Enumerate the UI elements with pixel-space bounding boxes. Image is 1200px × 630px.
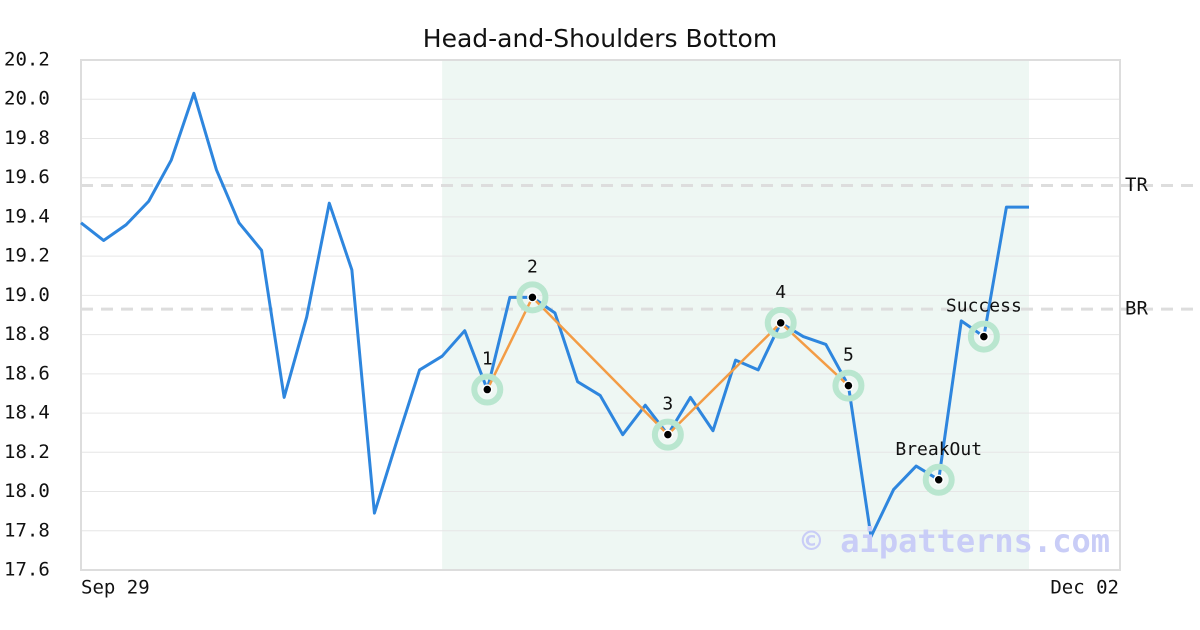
y-tick-label: 19.2 (4, 245, 50, 267)
y-tick-label: 19.6 (4, 166, 50, 188)
point-dot (933, 474, 944, 486)
y-tick-label: 19.8 (4, 127, 50, 149)
point-halo (967, 320, 1000, 353)
point-halo (651, 418, 684, 451)
point-halo (764, 306, 797, 339)
level-label: TR (1125, 174, 1148, 196)
plot-frame (80, 59, 1121, 571)
point-label: 3 (662, 394, 673, 415)
point-dot (843, 380, 854, 391)
point-dot (662, 429, 674, 440)
y-tick-label: 17.6 (4, 559, 50, 581)
y-tick-label: 18.2 (4, 441, 50, 463)
y-tick-label: 19.4 (4, 205, 50, 227)
point-dot (527, 292, 538, 303)
y-tick-label: 19.0 (4, 284, 50, 306)
y-tick-label: 18.8 (4, 323, 50, 345)
y-tick-label: 17.8 (4, 519, 50, 541)
point-label: BreakOut (895, 439, 982, 460)
y-tick-label: 20.2 (4, 49, 50, 71)
point-dot (978, 331, 990, 342)
point-halo (832, 369, 865, 402)
y-tick-label: 18.0 (4, 480, 50, 502)
y-tick-label: 18.6 (4, 362, 50, 384)
point-label: 5 (843, 345, 854, 366)
x-tick-label: Dec 02 (1050, 577, 1119, 599)
y-tick-label: 20.0 (4, 88, 50, 110)
point-halo (922, 463, 955, 496)
point-label: 2 (527, 256, 538, 277)
point-halo (471, 373, 504, 406)
x-tick-label: Sep 29 (81, 577, 150, 599)
point-dot (775, 317, 786, 329)
y-tick-label: 18.4 (4, 402, 50, 424)
pattern-zone (442, 60, 1030, 570)
point-label: Success (946, 296, 1022, 317)
point-label: 1 (482, 349, 493, 370)
watermark: © aipatterns.com (802, 522, 1110, 560)
point-dot (482, 384, 493, 395)
price-line (80, 91, 1029, 539)
point-halo (516, 281, 549, 314)
level-label: BR (1125, 298, 1148, 320)
chart-title: Head-and-Shoulders Bottom (423, 24, 777, 53)
point-label: 4 (775, 282, 786, 303)
